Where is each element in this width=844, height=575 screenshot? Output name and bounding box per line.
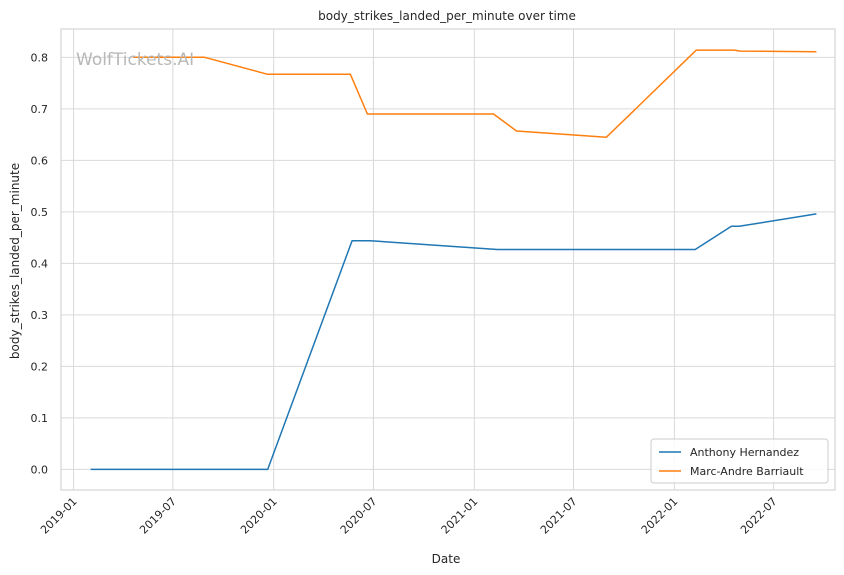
y-tick-label: 0.1 (31, 412, 49, 425)
series-line-marc-andre-barriault (133, 49, 817, 138)
y-tick-label: 0.0 (31, 463, 49, 476)
grid-lines (61, 29, 835, 490)
plot-area: WolfTickets.AI (60, 28, 836, 491)
chart-title: body_strikes_landed_per_minute over time (318, 9, 576, 23)
y-axis-label: body_strikes_landed_per_minute (8, 163, 22, 359)
y-axis-ticks: 0.0 0.1 0.2 0.3 0.4 0.5 0.6 0.7 0.8 (31, 51, 49, 476)
y-tick-label: 0.5 (31, 206, 49, 219)
plot-frame (60, 28, 836, 491)
watermark-text: WolfTickets.AI (76, 50, 194, 70)
y-tick-label: 0.3 (31, 309, 49, 322)
y-tick-label: 0.7 (31, 103, 49, 116)
x-axis-label: Date (432, 552, 461, 566)
series-line-anthony-hernandez (90, 213, 817, 471)
y-tick-label: 0.6 (31, 154, 49, 167)
legend: Anthony Hernandez Marc-Andre Barriault (650, 438, 829, 484)
y-tick-label: 0.4 (31, 257, 49, 270)
legend-label: Anthony Hernandez (690, 446, 799, 459)
y-tick-label: 0.2 (31, 360, 49, 373)
legend-box (650, 438, 829, 484)
legend-label: Marc-Andre Barriault (690, 465, 804, 478)
series-layer (90, 49, 817, 471)
y-tick-label: 0.8 (31, 51, 49, 64)
